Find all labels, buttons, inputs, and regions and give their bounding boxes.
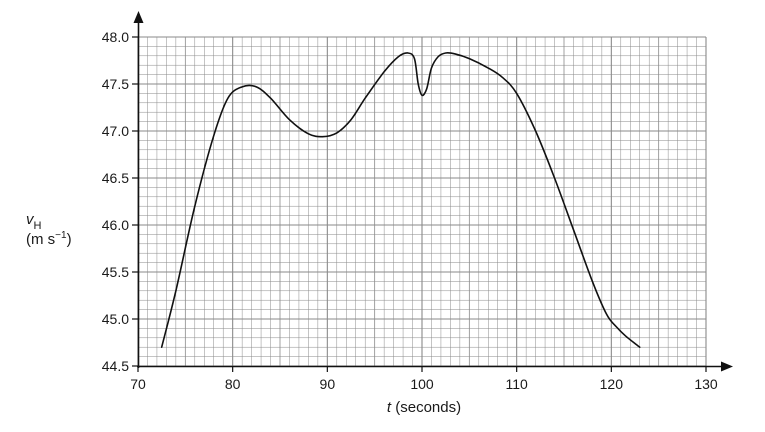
- x-tick-label: 90: [320, 376, 336, 392]
- y-tick-label: 44.5: [102, 358, 129, 374]
- y-tick-labels: 44.5 45.0 45.5 46.0 46.5 47.0 47.5 48.0: [102, 29, 138, 374]
- y-tick-label: 48.0: [102, 29, 129, 45]
- y-axis-unit-label: (m s−1): [26, 230, 72, 248]
- x-tick-label: 110: [506, 376, 529, 392]
- y-tick-label: 46.5: [102, 170, 129, 186]
- y-tick-label: 45.0: [102, 311, 129, 327]
- axes: [133, 11, 733, 372]
- x-tick-labels: 70 80 90 100 110 120 130: [130, 366, 718, 392]
- y-axis-unit-post: ): [67, 231, 72, 248]
- y-axis-unit-pre: (m s: [26, 231, 55, 248]
- x-tick-label: 80: [225, 376, 241, 392]
- x-axis-symbol: t: [387, 399, 392, 416]
- x-tick-label: 70: [130, 376, 146, 392]
- x-tick-label: 100: [410, 376, 434, 392]
- y-axis-symbol-label: vH: [26, 211, 42, 232]
- y-axis-symbol: v: [26, 211, 35, 228]
- series-line: [160, 51, 641, 348]
- y-tick-label: 45.5: [102, 264, 129, 280]
- y-tick-label: 46.0: [102, 217, 129, 233]
- y-tick-label: 47.5: [102, 76, 129, 92]
- y-axis-subscript: H: [34, 220, 42, 232]
- x-tick-label: 130: [694, 376, 718, 392]
- y-axis-unit-exp: −1: [55, 230, 67, 241]
- x-axis-unit: (seconds): [395, 399, 461, 416]
- y-tick-label: 47.0: [102, 123, 129, 139]
- y-axis-arrow-icon: [133, 11, 144, 23]
- x-tick-label: 120: [600, 376, 624, 392]
- x-axis-label: t (seconds): [387, 399, 461, 416]
- major-grid: [137, 36, 707, 367]
- x-axis-arrow-icon: [721, 361, 733, 372]
